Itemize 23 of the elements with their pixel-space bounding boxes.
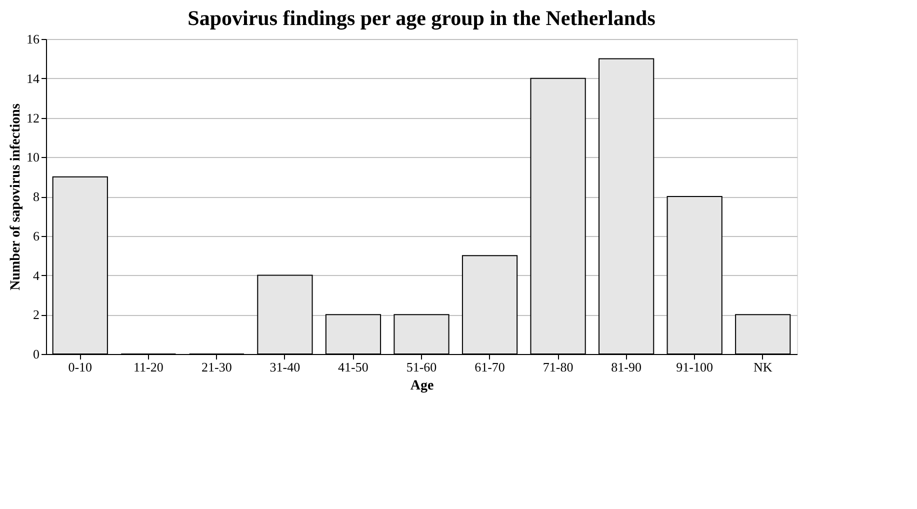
x-tick-label: 41-50 — [338, 360, 368, 374]
y-tick-label: 16 — [26, 32, 40, 46]
x-tick-label: 71-80 — [542, 360, 574, 374]
x-tick-label: 31-40 — [270, 360, 300, 374]
y-tick-label: 2 — [33, 307, 40, 322]
y-tick-label: 12 — [26, 110, 40, 126]
x-tick-label: 21-30 — [202, 360, 232, 374]
x-axis-title: Age — [410, 378, 434, 394]
y-axis-title: Number of sapovirus infections — [8, 103, 24, 290]
x-tick-label: 51-60 — [406, 360, 437, 374]
x-tick-label: 91-100 — [676, 360, 714, 374]
x-tick-label: 11-20 — [133, 360, 164, 374]
y-tick-label: 8 — [33, 189, 40, 204]
y-tick-label: 14 — [26, 70, 40, 86]
x-tick-label: 81-90 — [611, 360, 642, 374]
chart-title: Sapovirus findings per age group in the Netherlands — [188, 6, 656, 30]
y-tick-label: 6 — [33, 228, 40, 244]
x-tick-label: NK — [753, 360, 773, 374]
y-tick-label: 4 — [33, 268, 40, 283]
x-tick-label: 0-10 — [68, 360, 92, 374]
y-tick-label: 10 — [26, 150, 40, 165]
x-tick-label: 61-70 — [474, 360, 505, 374]
y-tick-label: 0 — [33, 346, 40, 362]
